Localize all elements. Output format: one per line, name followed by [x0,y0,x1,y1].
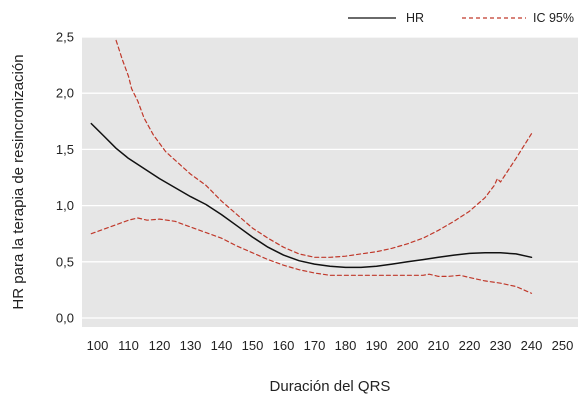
x-tick-label: 170 [304,338,326,353]
x-tick-label: 220 [459,338,481,353]
y-tick-label: 2,5 [56,30,74,45]
x-tick-label: 240 [521,338,543,353]
x-tick-label: 140 [211,338,233,353]
legend-label-ic95: IC 95% [533,11,574,25]
series-line-ic95-upper [115,39,533,258]
x-tick-label: 210 [428,338,450,353]
y-axis-title: HR para la terapia de resincronización [10,54,27,309]
series-line-hr [90,122,533,269]
x-tick-label: 230 [490,338,512,353]
legend-label-hr: HR [406,11,424,25]
x-tick-label: 190 [366,338,388,353]
x-tick-label: 120 [149,338,171,353]
series-line-ic95-lower [90,217,533,294]
y-tick-label: 2,0 [56,86,74,101]
x-tick-label: 200 [397,338,419,353]
legend: HR IC 95% [348,11,574,25]
x-tick-label: 150 [242,338,264,353]
plot-background [82,37,578,327]
x-tick-label: 180 [335,338,357,353]
x-tick-labels: 100 110 120 130 140 150 160 170 180 190 200 210 220 2… [87,338,574,353]
y-tick-label: 1,0 [56,198,74,213]
y-tick-label: 1,5 [56,142,74,157]
y-tick-label: 0,5 [56,254,74,269]
x-axis-title: Duración del QRS [270,378,391,395]
y-tick-label: 0,0 [56,311,74,326]
x-tick-label: 160 [273,338,295,353]
series-lines [90,39,533,294]
x-tick-label: 100 [87,338,109,353]
x-tick-label: 110 [118,338,139,353]
x-tick-label: 130 [180,338,202,353]
x-tick-label: 250 [552,338,574,353]
y-tick-labels: 0,0 0,5 1,0 1,5 2,0 2,5 [56,30,74,326]
